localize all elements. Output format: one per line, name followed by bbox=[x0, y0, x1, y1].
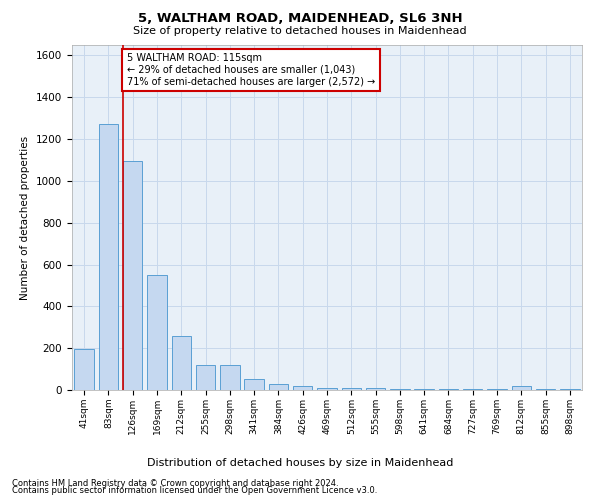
Bar bbox=[269, 384, 288, 390]
Bar bbox=[220, 365, 239, 390]
Text: 5 WALTHAM ROAD: 115sqm
← 29% of detached houses are smaller (1,043)
71% of semi-: 5 WALTHAM ROAD: 115sqm ← 29% of detached… bbox=[127, 54, 375, 86]
Bar bbox=[74, 349, 94, 390]
Text: Distribution of detached houses by size in Maidenhead: Distribution of detached houses by size … bbox=[147, 458, 453, 468]
Bar bbox=[366, 388, 385, 390]
Bar bbox=[99, 124, 118, 390]
Text: 5, WALTHAM ROAD, MAIDENHEAD, SL6 3NH: 5, WALTHAM ROAD, MAIDENHEAD, SL6 3NH bbox=[137, 12, 463, 26]
Bar bbox=[196, 365, 215, 390]
Bar bbox=[390, 389, 410, 390]
Bar bbox=[123, 161, 142, 390]
Bar bbox=[244, 378, 264, 390]
Bar bbox=[147, 275, 167, 390]
Y-axis label: Number of detached properties: Number of detached properties bbox=[20, 136, 31, 300]
Bar bbox=[415, 389, 434, 390]
Text: Contains public sector information licensed under the Open Government Licence v3: Contains public sector information licen… bbox=[12, 486, 377, 495]
Text: Size of property relative to detached houses in Maidenhead: Size of property relative to detached ho… bbox=[133, 26, 467, 36]
Bar bbox=[341, 388, 361, 390]
Bar bbox=[317, 388, 337, 390]
Bar bbox=[293, 386, 313, 390]
Bar bbox=[172, 336, 191, 390]
Text: Contains HM Land Registry data © Crown copyright and database right 2024.: Contains HM Land Registry data © Crown c… bbox=[12, 478, 338, 488]
Bar bbox=[439, 389, 458, 390]
Bar bbox=[512, 386, 531, 390]
